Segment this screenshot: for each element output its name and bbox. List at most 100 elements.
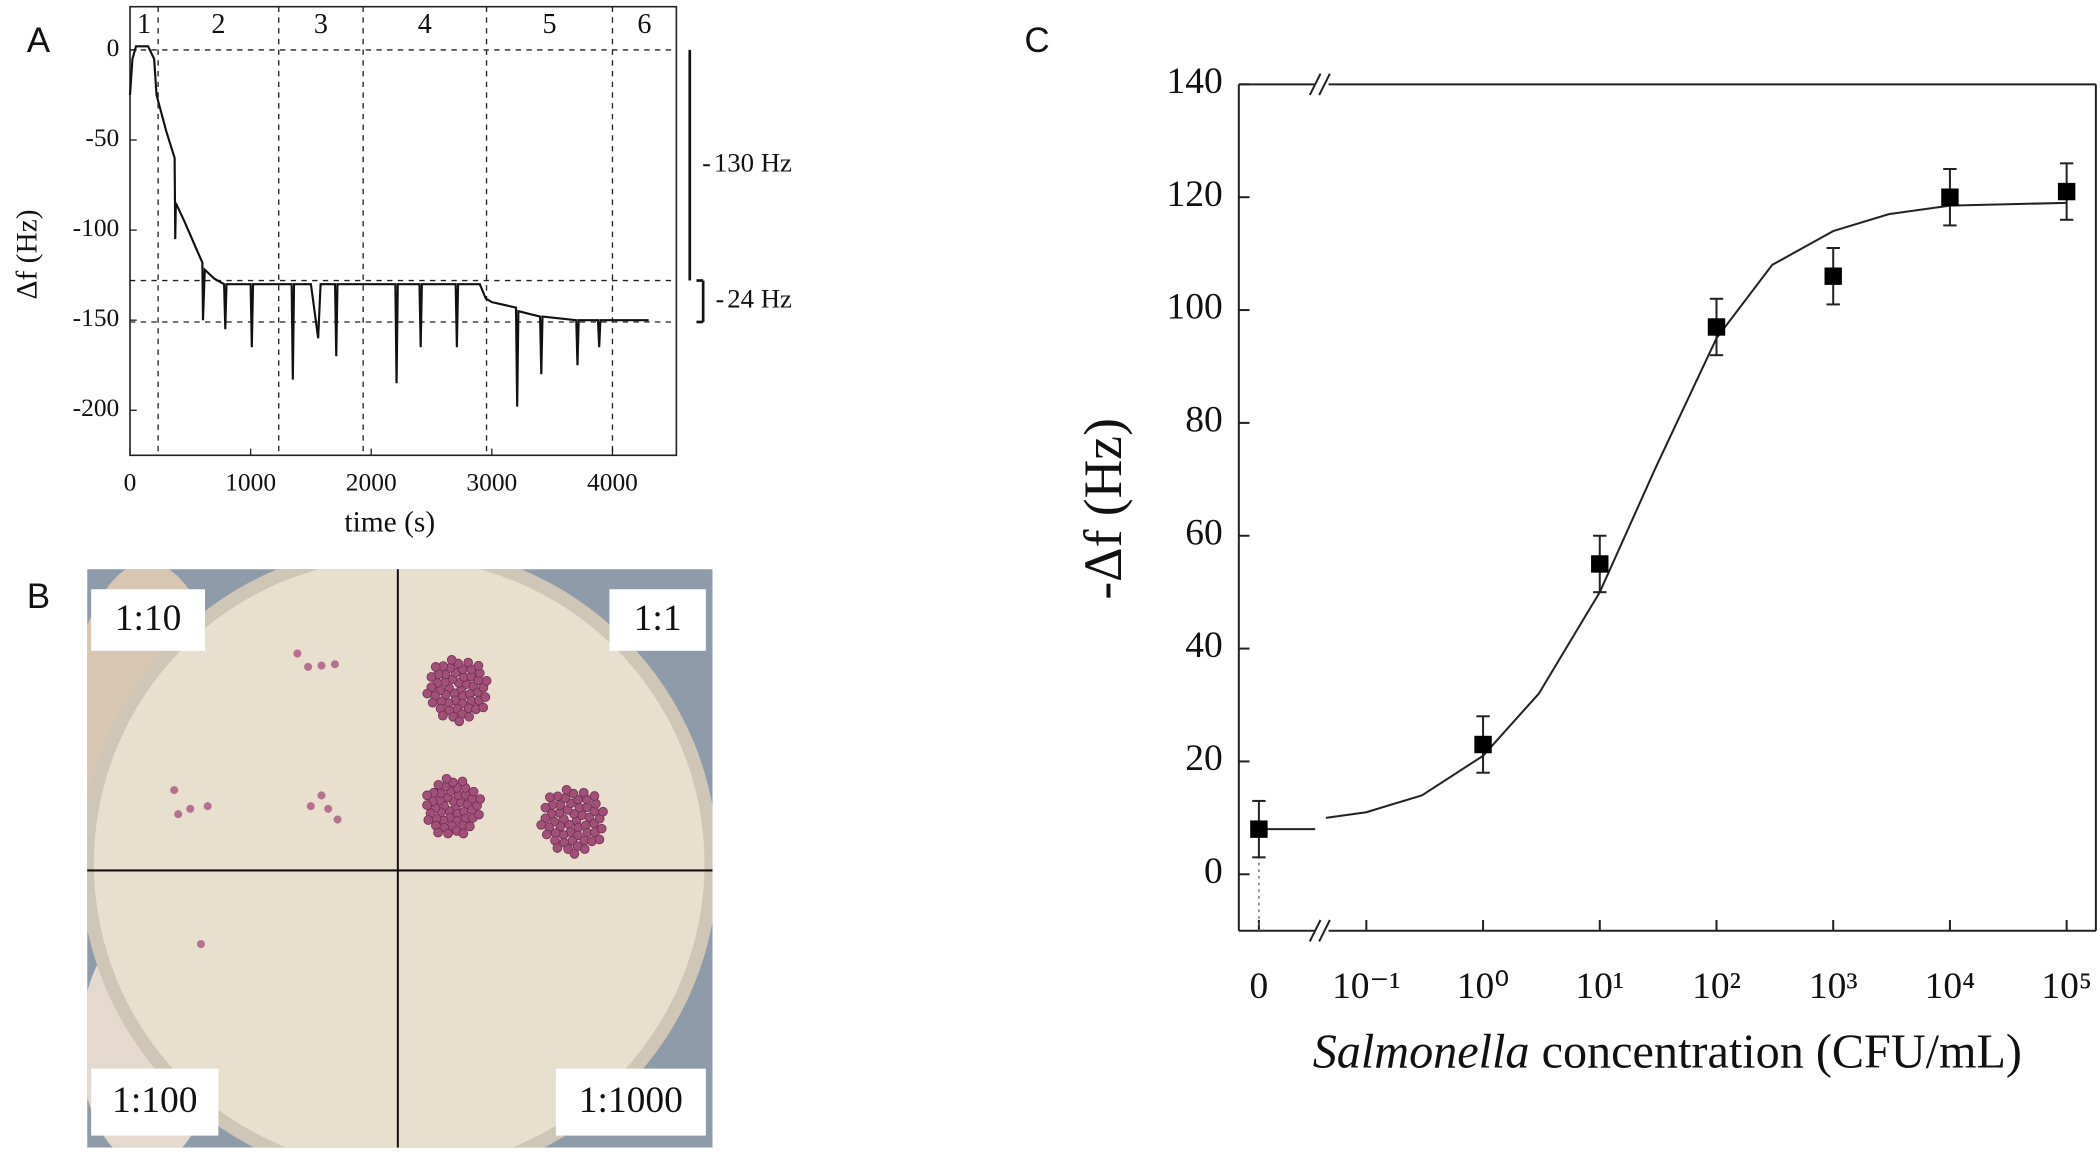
colony xyxy=(552,843,563,853)
label-box xyxy=(609,589,706,651)
colony xyxy=(545,792,555,802)
dilution-label: 1:1000 xyxy=(579,1080,683,1121)
y-axis-label: -Δf (Hz) xyxy=(1073,418,1133,600)
colony xyxy=(473,660,484,671)
trace xyxy=(128,45,649,407)
colony xyxy=(433,779,444,790)
plot-frame xyxy=(129,5,678,457)
y-tick-label: 40 xyxy=(1185,625,1222,666)
colony xyxy=(591,798,601,809)
axis-break xyxy=(1318,919,1331,942)
colony xyxy=(589,791,600,801)
colony xyxy=(481,676,492,686)
colony xyxy=(317,791,326,800)
label-box xyxy=(555,1068,706,1136)
dilution-label: 1:1 xyxy=(634,598,682,639)
data-point xyxy=(1591,555,1609,573)
y-tick-label: -200 xyxy=(73,393,120,422)
colony xyxy=(433,827,443,838)
colony xyxy=(475,794,486,804)
colony xyxy=(317,661,326,670)
colony xyxy=(541,829,552,840)
x-tick-label: 10⁻¹ xyxy=(1332,966,1401,1007)
data-point xyxy=(1824,267,1842,285)
colony xyxy=(478,702,489,713)
colony xyxy=(443,828,453,839)
colony xyxy=(422,790,432,801)
colony xyxy=(422,688,433,699)
colony xyxy=(430,662,441,672)
colony xyxy=(480,692,491,702)
axis-break xyxy=(1318,73,1331,96)
colony xyxy=(446,655,457,665)
colony xyxy=(423,815,434,825)
y-tick-label: 140 xyxy=(1167,61,1223,102)
segment-label: 3 xyxy=(314,9,328,40)
data-point xyxy=(1941,188,1959,206)
y-tick-label: 120 xyxy=(1167,174,1223,215)
colony xyxy=(598,806,608,817)
colony xyxy=(463,657,473,668)
y-tick-label: -150 xyxy=(73,303,120,332)
y-tick-label: -50 xyxy=(85,123,119,152)
colony xyxy=(468,786,479,797)
colony xyxy=(579,844,590,854)
label-box xyxy=(91,589,206,651)
x-tick-label: 10³ xyxy=(1809,966,1858,1007)
segment-label: 5 xyxy=(542,9,556,40)
colony xyxy=(174,810,183,819)
colony xyxy=(552,791,563,802)
colony xyxy=(306,802,315,811)
x-tick-label: 4000 xyxy=(587,468,638,497)
colony xyxy=(304,662,313,671)
colony xyxy=(474,809,484,820)
x-tick-label: 2000 xyxy=(346,468,397,497)
colony xyxy=(293,649,302,658)
colony xyxy=(578,787,589,798)
y-tick-label: 80 xyxy=(1185,400,1222,441)
colony xyxy=(561,785,572,795)
data-point xyxy=(1250,820,1268,838)
x-axis-label-italic: Salmonella xyxy=(1313,1026,1530,1079)
colony xyxy=(464,711,474,722)
y-tick-label: 0 xyxy=(1204,851,1223,892)
colony xyxy=(458,828,469,839)
x-tick-label: 10¹ xyxy=(1575,966,1624,1007)
y-tick-label: 0 xyxy=(107,33,120,62)
colony xyxy=(324,804,333,813)
data-point xyxy=(1474,735,1492,754)
colony xyxy=(540,802,551,813)
colony xyxy=(457,776,468,787)
colony xyxy=(422,800,432,810)
panel-label: C xyxy=(1025,21,1050,60)
axis-break xyxy=(1308,73,1322,96)
colony xyxy=(441,774,452,784)
segment-label: 2 xyxy=(211,9,225,40)
colony xyxy=(454,716,465,727)
colony xyxy=(536,820,546,830)
segment-label: 4 xyxy=(418,9,432,40)
colony xyxy=(203,802,212,811)
fit-curve xyxy=(1325,201,2067,819)
label-box xyxy=(91,1068,219,1136)
x-tick-label: 0 xyxy=(1250,966,1269,1007)
colony xyxy=(330,660,339,669)
annotation: 24 Hz xyxy=(727,283,792,313)
x-axis-label-text: concentration (CFU/mL) xyxy=(1542,1026,2022,1079)
colony xyxy=(596,823,607,834)
colony xyxy=(333,815,342,824)
colony xyxy=(594,834,605,845)
y-axis-label: Δf (Hz) xyxy=(11,209,43,299)
x-tick-label: 1000 xyxy=(225,468,276,497)
x-tick-label: 0 xyxy=(124,468,137,497)
annotation: 130 Hz xyxy=(714,147,792,177)
plate-photo: 1:10 1:1 1:100 1:1000 xyxy=(87,569,713,1148)
x-tick-label: 10² xyxy=(1692,966,1741,1007)
axis-break xyxy=(1308,919,1322,942)
dilution-label: 1:100 xyxy=(112,1080,197,1121)
colony xyxy=(563,844,573,854)
colony xyxy=(186,804,195,813)
panel-label: A xyxy=(27,21,51,60)
colony xyxy=(196,940,206,949)
